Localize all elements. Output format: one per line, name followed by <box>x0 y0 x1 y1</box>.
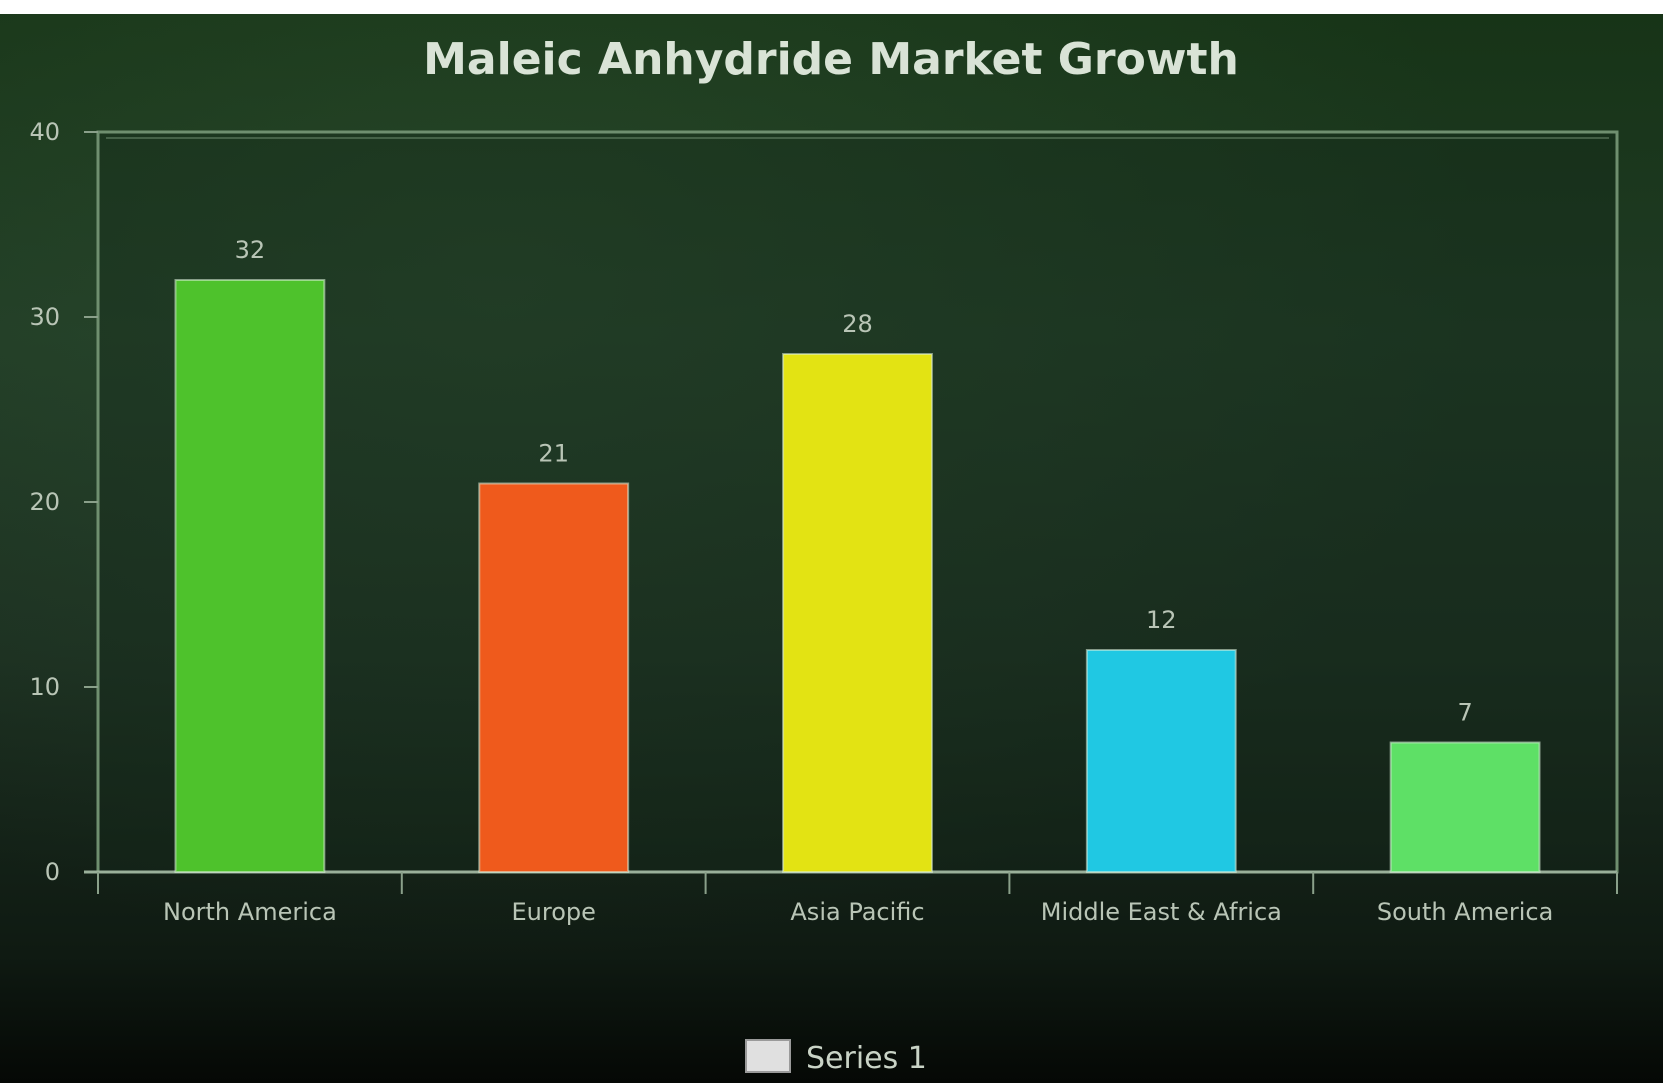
bar[interactable] <box>1389 741 1541 873</box>
y-tick-label: 0 <box>45 858 60 886</box>
y-tick-label: 10 <box>29 673 60 701</box>
x-tick-label: South America <box>1377 898 1553 926</box>
bar[interactable] <box>478 482 630 873</box>
x-tick-label: Europe <box>511 898 595 926</box>
chart-frame: Maleic Anhydride Market Growth 0 10 20 30 40… <box>0 14 1663 1083</box>
x-tick-label: North America <box>163 898 337 926</box>
bar-value-label: 7 <box>1457 699 1472 727</box>
bar[interactable] <box>782 353 933 873</box>
bars <box>174 279 1541 873</box>
bar[interactable] <box>174 279 326 873</box>
value-labels: 32 21 28 12 7 <box>235 236 1473 727</box>
category-labels: North America Europe Asia Pacific Middle Ea… <box>163 898 1553 926</box>
bar-value-label: 12 <box>1146 606 1177 634</box>
y-tick-label: 40 <box>29 118 60 146</box>
y-tick-label: 30 <box>29 303 60 331</box>
legend[interactable]: Series 1 <box>745 1039 927 1076</box>
chart-title: Maleic Anhydride Market Growth <box>423 34 1239 85</box>
bar-chart: Maleic Anhydride Market Growth 0 10 20 30 40… <box>29 34 1619 1076</box>
bar-value-label: 28 <box>842 310 873 338</box>
bar[interactable] <box>1085 649 1237 873</box>
bar-value-label: 21 <box>538 440 569 468</box>
legend-label: Series 1 <box>806 1041 927 1076</box>
x-tick-label: Asia Pacific <box>790 898 924 926</box>
legend-swatch <box>745 1039 791 1073</box>
bar-value-label: 32 <box>235 236 266 264</box>
x-tick-label: Middle East & Africa <box>1041 898 1282 926</box>
y-tick-label: 20 <box>29 488 60 516</box>
